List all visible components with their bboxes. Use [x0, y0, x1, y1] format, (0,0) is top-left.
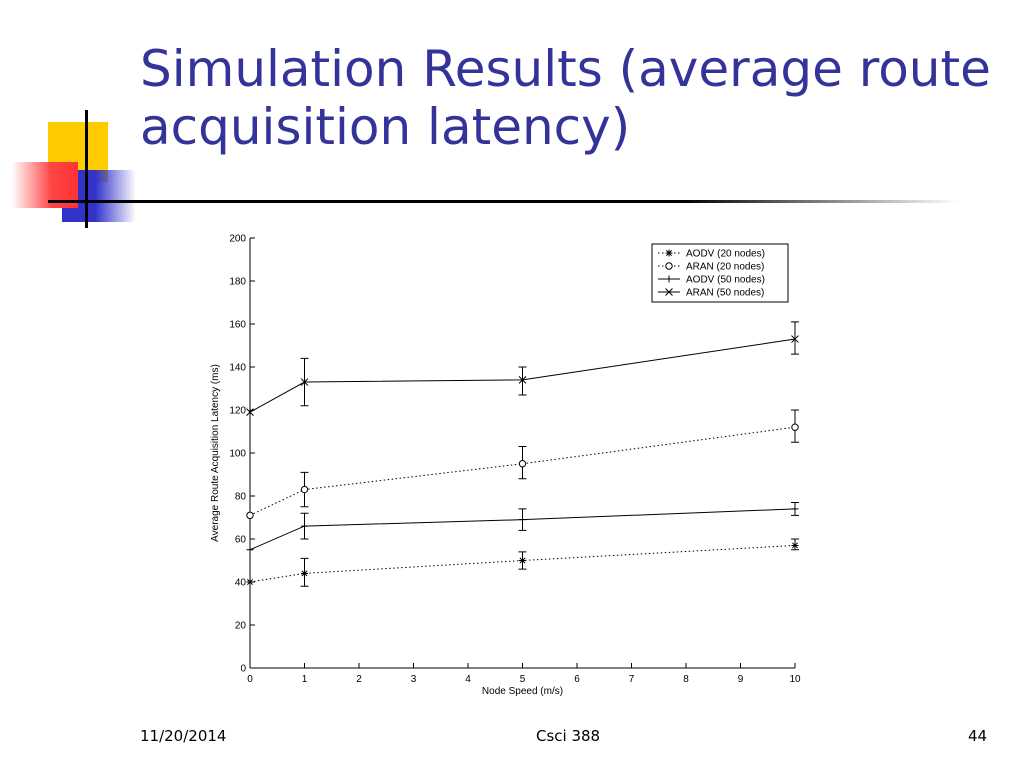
slide-title: Simulation Results (average route acquis…: [140, 40, 1000, 156]
x-tick-label: 2: [356, 674, 362, 685]
y-tick-label: 0: [240, 664, 246, 675]
series-0-point: [247, 579, 254, 586]
x-tick-label: 8: [683, 674, 689, 685]
series-2-point: [301, 523, 308, 530]
footer-date: 11/20/2014: [140, 727, 226, 745]
y-tick-label: 60: [235, 535, 247, 546]
y-axis-label: Average Route Acquisition Latency (ms): [210, 364, 221, 542]
footer-page-number: 44: [968, 727, 987, 745]
y-tick-label: 40: [235, 578, 247, 589]
x-tick-label: 3: [411, 674, 417, 685]
legend-label-2: AODV (50 nodes): [686, 275, 765, 286]
y-tick-label: 180: [229, 277, 246, 288]
x-tick-label: 4: [465, 674, 471, 685]
x-tick-label: 6: [574, 674, 580, 685]
x-tick-label: 0: [247, 674, 253, 685]
y-tick-label: 120: [229, 406, 246, 417]
chart-svg: 0 20 40 60 80 100 120 140 160 180 200 0 1 2 3 4 5 6 7 8 9 10 N…: [200, 225, 820, 710]
legend-label-0: AODV (20 nodes): [686, 249, 765, 260]
x-tick-label: 9: [738, 674, 744, 685]
y-tick-label: 80: [235, 492, 247, 503]
legend-label-1: ARAN (20 nodes): [686, 262, 764, 273]
series-3-error-bar: [791, 322, 799, 354]
series-0-point: [519, 557, 526, 564]
series-0-point: [792, 542, 799, 549]
series-1-point: [247, 512, 253, 518]
series-1-point: [792, 424, 798, 430]
vertical-line-decoration: [85, 110, 88, 228]
legend-marker-1: [666, 263, 672, 269]
x-axis-label: Node Speed (m/s): [482, 686, 563, 697]
series-2-point: [247, 546, 254, 553]
legend-marker-0: [666, 250, 673, 257]
y-tick-label: 200: [229, 234, 246, 245]
legend-label-3: ARAN (50 nodes): [686, 288, 764, 299]
footer-course: Csci 388: [536, 727, 600, 745]
x-tick-label: 5: [520, 674, 526, 685]
y-tick-label: 20: [235, 621, 247, 632]
x-tick-label: 7: [629, 674, 635, 685]
y-tick-label: 100: [229, 449, 246, 460]
series-2-point: [792, 505, 799, 512]
y-tick-label: 140: [229, 363, 246, 374]
series-1-point: [301, 486, 307, 492]
latency-chart: 0 20 40 60 80 100 120 140 160 180 200 0 1 2 3 4 5 6 7 8 9 10 N…: [200, 225, 820, 710]
series-3-error-bar: [519, 367, 527, 395]
series-1-point: [519, 461, 525, 467]
x-tick-label: 1: [302, 674, 308, 685]
x-tick-label: 10: [789, 674, 801, 685]
y-tick-label: 160: [229, 320, 246, 331]
title-underline: [48, 200, 958, 203]
series-0-point: [301, 570, 308, 577]
series-2-point: [519, 516, 526, 523]
